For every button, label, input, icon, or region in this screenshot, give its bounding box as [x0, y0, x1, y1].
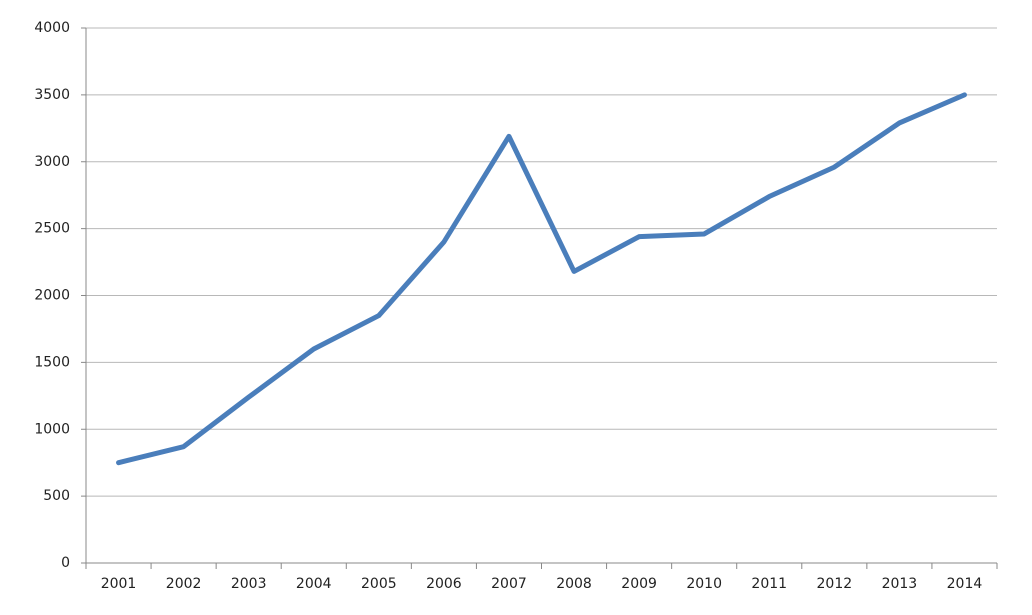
y-tick-label: 0 — [61, 555, 70, 571]
line-series — [116, 92, 967, 466]
x-tick-label: 2014 — [947, 576, 983, 592]
y-tick-label: 2000 — [34, 288, 70, 304]
x-tick-label: 2010 — [686, 576, 722, 592]
x-tick-label: 2013 — [882, 576, 918, 592]
y-tick-label: 1500 — [34, 354, 70, 370]
x-tick-label: 2009 — [621, 576, 657, 592]
x-tick-label: 2002 — [166, 576, 202, 592]
y-tick-label: 2500 — [34, 221, 70, 237]
x-tick-label: 2004 — [296, 576, 332, 592]
x-tick-label: 2006 — [426, 576, 462, 592]
x-tick-label: 2005 — [361, 576, 397, 592]
y-tick-label: 3000 — [34, 154, 70, 170]
y-tick-label: 3500 — [34, 87, 70, 103]
y-tick-label: 1000 — [34, 421, 70, 437]
x-tick-label: 2001 — [101, 576, 137, 592]
x-tick-label: 2012 — [817, 576, 853, 592]
x-tick-label: 2003 — [231, 576, 267, 592]
x-tick-label: 2007 — [491, 576, 527, 592]
x-tick-label: 2008 — [556, 576, 592, 592]
y-tick-label: 4000 — [34, 20, 70, 36]
y-tick-label: 500 — [43, 488, 70, 504]
x-tick-label: 2011 — [751, 576, 787, 592]
